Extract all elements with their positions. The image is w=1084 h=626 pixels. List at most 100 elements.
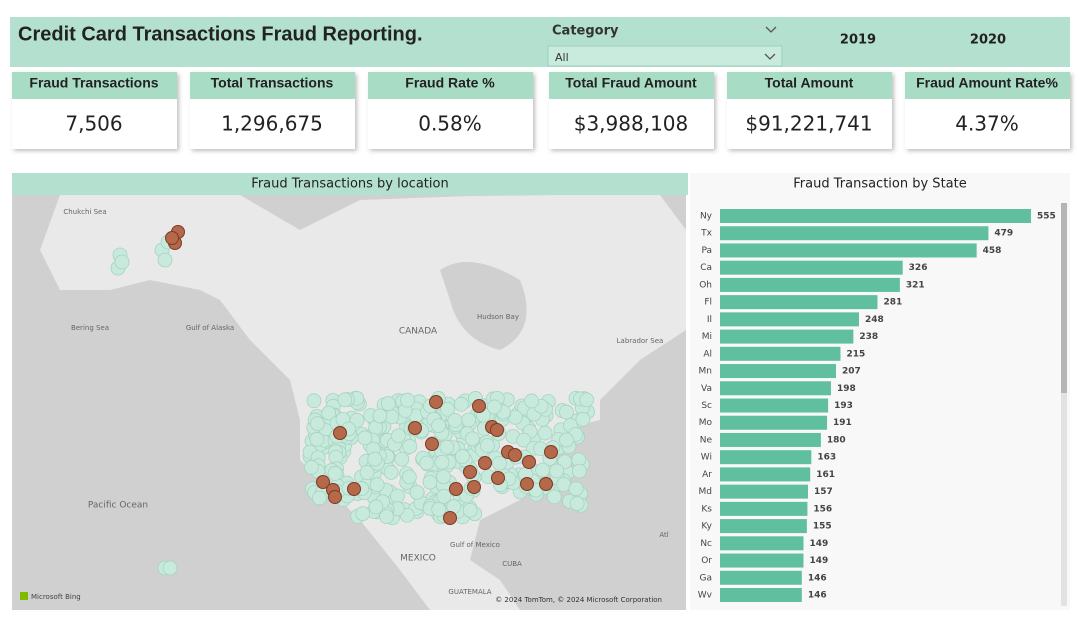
map-dot bbox=[516, 432, 532, 448]
data-label: 281 bbox=[883, 298, 902, 308]
fraud-dot bbox=[443, 511, 457, 525]
map-dot bbox=[157, 252, 173, 268]
map-dot bbox=[447, 413, 463, 428]
header-banner bbox=[10, 17, 1070, 67]
map-label: Gulf of Mexico bbox=[450, 541, 500, 549]
bar bbox=[720, 484, 808, 499]
card-header bbox=[12, 72, 177, 99]
map-dot bbox=[455, 449, 470, 464]
card-value: $91,221,741 bbox=[745, 112, 872, 136]
map-credit: © 2024 TomTom, © 2024 Microsoft Corporat… bbox=[495, 596, 662, 604]
y-tick-label: Oh bbox=[699, 280, 712, 290]
card-label: Total Amount bbox=[765, 75, 854, 91]
map-dot bbox=[537, 425, 553, 441]
card-label: Fraud Amount Rate% bbox=[916, 75, 1058, 91]
scrollbar-thumb[interactable] bbox=[1061, 203, 1067, 393]
map-dot bbox=[379, 509, 395, 525]
y-tick-label: Al bbox=[703, 349, 712, 359]
map-dot bbox=[390, 488, 405, 504]
map-dot bbox=[409, 484, 425, 500]
fraud-dot bbox=[316, 475, 330, 489]
card-header bbox=[190, 72, 355, 99]
map-label: Labrador Sea bbox=[617, 337, 664, 345]
map-dot bbox=[436, 488, 452, 504]
map-dot bbox=[571, 463, 587, 479]
y-tick-label: Tx bbox=[700, 229, 712, 239]
data-label: 149 bbox=[809, 556, 828, 566]
filter-label: Category bbox=[552, 24, 619, 39]
fraud-dot bbox=[463, 465, 477, 479]
fraud-dot bbox=[539, 477, 553, 491]
map-dot bbox=[306, 393, 322, 409]
card-value: 0.58% bbox=[418, 112, 482, 136]
year-button[interactable]: 2019 bbox=[840, 33, 876, 48]
chart-title: Fraud Transaction by State bbox=[793, 177, 966, 192]
data-label: 146 bbox=[808, 573, 827, 583]
map-dot bbox=[431, 418, 446, 433]
map-dot bbox=[461, 412, 477, 428]
map-label: GUATEMALA bbox=[448, 588, 491, 596]
bar bbox=[720, 570, 802, 585]
y-tick-label: Ks bbox=[701, 504, 712, 514]
map-dot bbox=[162, 560, 178, 576]
map-dot bbox=[462, 502, 478, 518]
year-button[interactable]: 2020 bbox=[970, 33, 1006, 48]
y-tick-label: Ky bbox=[701, 522, 712, 532]
map-label: Gulf of Alaska bbox=[186, 324, 234, 332]
fraud-dot bbox=[467, 480, 481, 494]
bar bbox=[720, 364, 836, 379]
data-label: 156 bbox=[813, 504, 832, 514]
map-dot bbox=[327, 466, 343, 481]
data-label: 198 bbox=[837, 384, 856, 394]
y-tick-label: Fl bbox=[704, 298, 712, 308]
data-label: 555 bbox=[1037, 212, 1056, 222]
map-dot bbox=[464, 431, 480, 447]
bing-logo bbox=[20, 592, 28, 600]
map-dot bbox=[559, 432, 574, 448]
bar bbox=[720, 277, 900, 292]
y-tick-label: Mi bbox=[702, 332, 712, 342]
data-label: 180 bbox=[827, 435, 846, 445]
map-dot bbox=[380, 396, 396, 411]
y-tick-label: Nc bbox=[700, 539, 712, 549]
map-dot bbox=[391, 428, 406, 444]
card-header bbox=[727, 72, 892, 99]
map-label: CANADA bbox=[399, 327, 438, 337]
bar bbox=[720, 243, 977, 258]
map-dot bbox=[453, 396, 469, 412]
map-dot bbox=[321, 405, 337, 421]
filter-value: All bbox=[555, 51, 569, 64]
map-dot bbox=[304, 459, 319, 475]
data-label: 193 bbox=[834, 401, 853, 411]
map-bay bbox=[440, 262, 527, 350]
bar bbox=[720, 226, 989, 241]
y-tick-label: Pa bbox=[701, 246, 712, 256]
fraud-dot bbox=[478, 456, 492, 470]
map-label: Bering Sea bbox=[71, 324, 109, 332]
filter-dropdown[interactable] bbox=[547, 45, 783, 67]
map-dot bbox=[491, 455, 507, 471]
map-dot bbox=[422, 474, 438, 490]
bar bbox=[720, 260, 903, 275]
map-dot bbox=[401, 469, 417, 485]
map-dot bbox=[440, 401, 455, 417]
y-tick-label: Va bbox=[701, 384, 712, 394]
data-label: 161 bbox=[816, 470, 835, 480]
chevron bbox=[765, 26, 777, 33]
map-dot bbox=[434, 454, 450, 470]
y-tick-label: Ga bbox=[700, 573, 713, 583]
y-tick-label: Ne bbox=[700, 435, 713, 445]
fraud-dot bbox=[520, 477, 534, 491]
y-tick-label: Wi bbox=[701, 453, 712, 463]
fraud-dot bbox=[522, 455, 536, 469]
fraud-dot bbox=[508, 448, 522, 462]
map-dot bbox=[383, 464, 399, 480]
bar bbox=[720, 467, 811, 482]
chevron bbox=[764, 53, 776, 60]
y-tick-label: Il bbox=[707, 315, 712, 325]
data-label: 479 bbox=[994, 229, 1013, 239]
map-label: CUBA bbox=[502, 560, 522, 568]
map-dot bbox=[359, 465, 375, 480]
